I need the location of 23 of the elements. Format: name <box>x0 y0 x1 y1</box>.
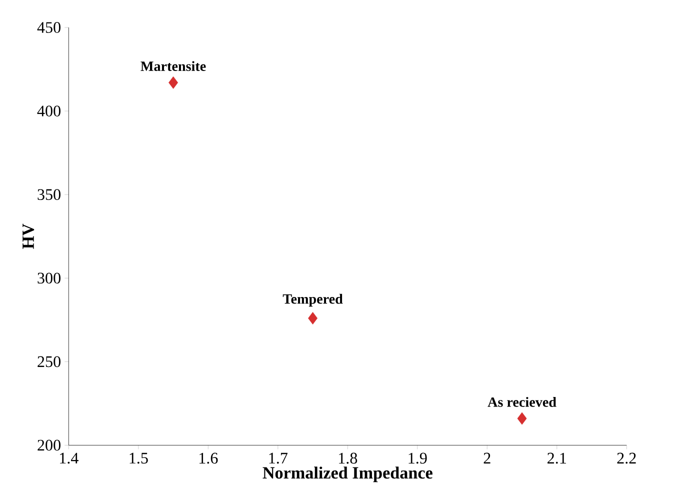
x-tick-label: 2 <box>484 452 490 464</box>
x-tick-label: 2.1 <box>548 452 566 464</box>
point <box>168 76 178 89</box>
annotation: Tempered <box>282 294 343 307</box>
x-tick-label: 1.8 <box>339 452 358 464</box>
y-tick-label: 450 <box>37 22 60 33</box>
annotation: As recieved <box>488 396 556 407</box>
point <box>517 412 527 425</box>
x-tick-label: 1.9 <box>408 452 427 464</box>
x-tick-label: 1.4 <box>60 452 78 464</box>
point <box>308 312 318 324</box>
x-tick-label: 2.2 <box>617 452 636 464</box>
y-tick-label: 400 <box>37 106 60 116</box>
y-tick-label: 200 <box>38 440 60 451</box>
y-tick-label: 250 <box>38 356 60 368</box>
annotation: Martensite <box>140 61 206 72</box>
x-tick-label: 1.6 <box>200 452 218 464</box>
x-axis-title: Normalized Impedance <box>262 466 432 482</box>
y-axis-title: HV <box>22 224 34 249</box>
x-tick-label: 1.5 <box>130 452 148 464</box>
y-tick-label: 350 <box>38 189 60 200</box>
x-tick-label: 1.7 <box>269 452 288 464</box>
y-tick-label: 300 <box>38 272 60 284</box>
